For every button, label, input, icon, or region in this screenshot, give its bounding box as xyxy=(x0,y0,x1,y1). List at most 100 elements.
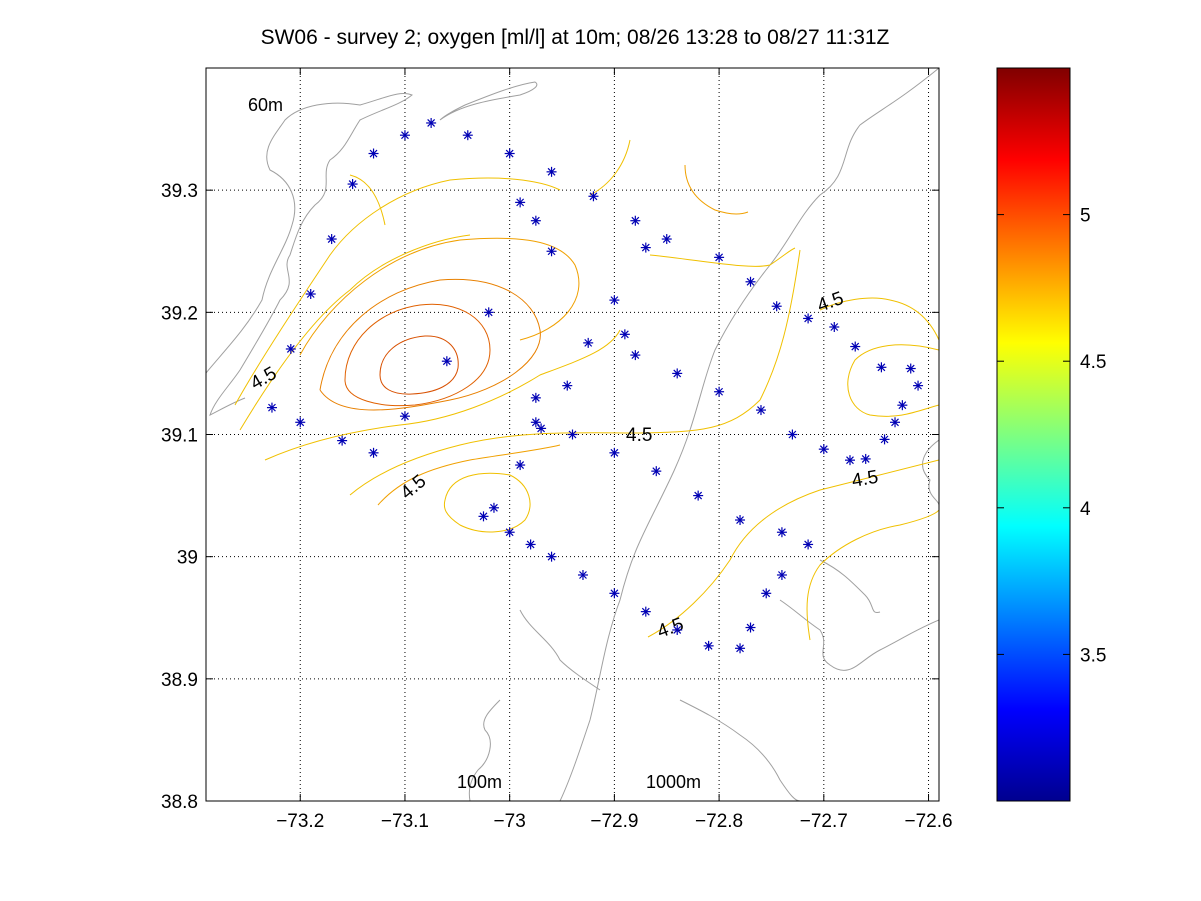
station-marker xyxy=(661,234,672,245)
station-marker xyxy=(761,588,772,599)
x-tick-label: −73 xyxy=(494,811,526,832)
y-tick-label: 38.8 xyxy=(161,792,198,813)
x-tick-label: −72.9 xyxy=(590,811,638,832)
x-tick-label: −73.1 xyxy=(381,811,429,832)
station-marker xyxy=(515,197,526,208)
station-marker xyxy=(609,447,620,458)
station-marker xyxy=(399,130,410,141)
y-tick-label: 39.3 xyxy=(161,181,198,202)
x-axis: −73.2 −73.1 −73 −72.9 −72.8 −72.7 −72.6 xyxy=(276,68,953,832)
station-marker xyxy=(879,434,890,445)
station-marker xyxy=(897,400,908,411)
station-marker xyxy=(714,252,725,263)
y-axis: 38.8 38.9 39 39.1 39.2 39.3 xyxy=(161,181,939,813)
station-marker xyxy=(441,356,452,367)
station-marker xyxy=(546,246,557,257)
station-marker xyxy=(803,539,814,550)
station-marker xyxy=(913,380,924,391)
station-marker xyxy=(745,276,756,287)
station-marker xyxy=(771,301,782,312)
colorbar-tick-label: 4 xyxy=(1080,499,1091,520)
station-marker xyxy=(860,453,871,464)
station-marker xyxy=(787,429,798,440)
contour-labels: 4.5 4.5 4.5 4.5 4.5 4.5 xyxy=(247,288,880,643)
y-tick-label: 39.2 xyxy=(161,303,198,324)
station-marker xyxy=(285,343,296,354)
station-marker xyxy=(567,429,578,440)
oxygen-contours xyxy=(234,139,939,641)
station-marker xyxy=(347,179,358,190)
x-tick-label: −73.2 xyxy=(276,811,324,832)
station-marker xyxy=(530,215,541,226)
y-tick-label: 39 xyxy=(177,548,198,569)
contour-label: 4.5 xyxy=(626,425,652,446)
station-marker xyxy=(583,337,594,348)
station-marker xyxy=(640,242,651,253)
station-marker xyxy=(876,362,887,373)
station-marker xyxy=(577,569,588,580)
station-marker xyxy=(672,624,683,635)
station-marker xyxy=(703,640,714,651)
station-marker xyxy=(609,588,620,599)
station-marker xyxy=(562,380,573,391)
depth-label-100m: 100m xyxy=(457,772,502,792)
station-marker xyxy=(426,117,437,128)
y-tick-label: 39.1 xyxy=(161,426,198,447)
colorbar-ticks: 3.5 4 4.5 5 xyxy=(997,206,1106,666)
depth-label-60m: 60m xyxy=(248,95,283,115)
chart-title: SW06 - survey 2; oxygen [ml/l] at 10m; 0… xyxy=(260,26,890,49)
station-marker xyxy=(588,191,599,202)
colorbar-tick-label: 3.5 xyxy=(1080,645,1106,666)
station-marker xyxy=(483,307,494,318)
station-marker xyxy=(776,569,787,580)
station-marker xyxy=(295,417,306,428)
station-marker xyxy=(525,539,536,550)
station-marker xyxy=(462,130,473,141)
station-marker xyxy=(714,386,725,397)
station-marker xyxy=(850,341,861,352)
station-markers xyxy=(266,117,924,654)
colorbar-tick-label: 4.5 xyxy=(1080,352,1106,373)
station-marker xyxy=(619,329,630,340)
station-marker xyxy=(515,460,526,471)
x-tick-label: −72.8 xyxy=(695,811,743,832)
contour-label: 4.5 xyxy=(850,467,880,492)
station-marker xyxy=(693,490,704,501)
station-marker xyxy=(890,417,901,428)
station-marker xyxy=(530,392,541,403)
station-marker xyxy=(755,405,766,416)
station-marker xyxy=(745,622,756,633)
station-marker xyxy=(651,466,662,477)
station-marker xyxy=(337,435,348,446)
station-marker xyxy=(536,423,547,434)
station-marker xyxy=(546,166,557,177)
x-tick-label: −72.7 xyxy=(800,811,848,832)
station-marker xyxy=(630,350,641,361)
station-marker xyxy=(640,606,651,617)
station-marker xyxy=(818,444,829,455)
x-tick-label: −72.6 xyxy=(904,811,952,832)
station-marker xyxy=(844,455,855,466)
station-marker xyxy=(368,447,379,458)
station-marker xyxy=(504,527,515,538)
station-marker xyxy=(326,234,337,245)
station-marker xyxy=(829,321,840,332)
station-marker xyxy=(546,551,557,562)
station-marker xyxy=(630,215,641,226)
station-marker xyxy=(803,313,814,324)
station-marker xyxy=(488,502,499,513)
colorbar-tick-label: 5 xyxy=(1080,206,1091,227)
bathymetry-contours xyxy=(206,68,939,801)
y-tick-label: 38.9 xyxy=(161,670,198,691)
station-marker xyxy=(609,295,620,306)
station-marker xyxy=(368,148,379,159)
station-marker xyxy=(266,402,277,413)
station-marker xyxy=(735,515,746,526)
station-marker xyxy=(776,527,787,538)
depth-label-1000m: 1000m xyxy=(646,772,701,792)
station-marker xyxy=(672,368,683,379)
station-marker xyxy=(504,148,515,159)
station-marker xyxy=(905,363,916,374)
station-marker xyxy=(478,511,489,522)
